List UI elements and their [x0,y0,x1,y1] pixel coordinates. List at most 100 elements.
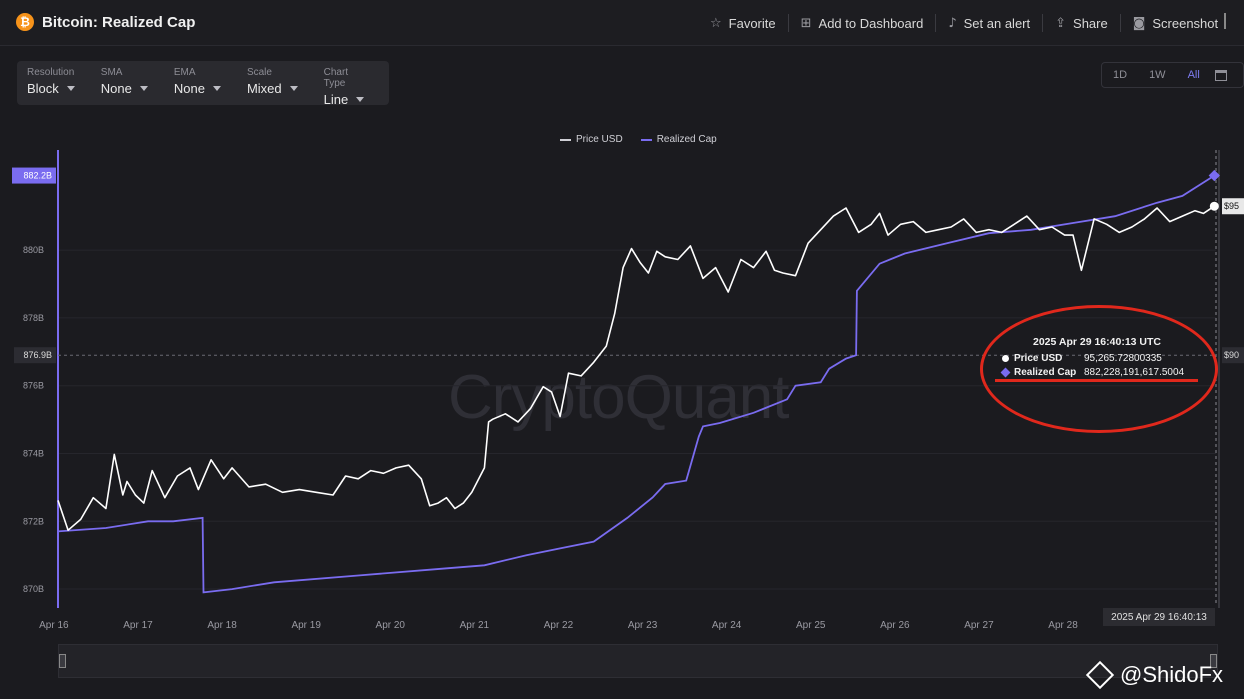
y-tick-label: 874B [23,448,44,458]
crosshair-y-label: 876.9B [23,350,52,360]
y-tick-label: 878B [23,313,44,323]
ema-select[interactable]: EMA None [174,67,221,99]
tooltip-row-realized-cap: Realized Cap 882,228,191,617.5004 [1000,367,1200,378]
share-label: Share [1073,15,1108,31]
credit-watermark: @ShidoFx [1085,660,1224,690]
chevron-down-icon [66,86,75,91]
x-tick-label: Apr 22 [544,620,574,631]
crosshair-right-label-bg [1222,347,1244,364]
ema-value: None [173,81,205,96]
range-selector: 1D 1W All [1101,62,1244,88]
x-tick-label: Apr 17 [123,620,153,631]
tooltip: 2025 Apr 29 16:40:13 UTC Price USD 95,26… [994,336,1200,378]
x-tick-label: Apr 16 [39,620,69,631]
x-tick-label: Apr 25 [796,620,826,631]
tooltip-realized-cap-name: Realized Cap [1014,367,1077,378]
legend-swatch-price [560,138,571,141]
crosshair-y-label-bg [14,347,56,364]
fullscreen-icon[interactable] [1224,13,1238,29]
current-price-label-bg [1222,198,1244,215]
chart-legend: Price USD Realized Cap [560,134,735,145]
screenshot-button[interactable]: ◙ Screenshot [1121,14,1230,32]
y-tick-label: 876B [23,381,44,391]
legend-price[interactable]: Price USD [560,134,623,145]
legend-swatch-realized-cap [640,138,652,141]
resolution-value: Block [27,81,59,96]
chart-type-select[interactable]: Chart Type Line [324,67,365,107]
annotation-ellipse [980,305,1218,433]
set-alert-label: Set an alert [963,15,1031,31]
chart-controls: Resolution Block SMA None EMA None Scale… [17,61,389,107]
bell-icon: ♪ [948,15,957,31]
price-line [57,205,1215,531]
y-tick-label: 870B [23,584,44,594]
range-1d[interactable]: 1D [1113,69,1128,81]
x-tick-label: Apr 28 [1048,620,1078,631]
scale-select[interactable]: Scale Mixed [247,67,298,99]
chevron-down-icon [139,86,148,91]
scale-label: Scale [246,67,272,78]
chevron-down-icon [212,86,221,91]
watermark: CryptoQuant [448,363,790,432]
legend-price-label: Price USD [576,134,623,145]
current-realized-cap-label: 882.2B [23,171,52,181]
diamond-logo-icon [1085,660,1115,690]
range-1w[interactable]: 1W [1149,69,1166,81]
scale-value: Mixed [246,81,282,96]
x-tick-label: Apr 23 [628,620,658,631]
screenshot-label: Screenshot [1152,15,1219,31]
current-realized-cap-label-bg [12,167,56,184]
sma-select[interactable]: SMA None [101,67,148,99]
x-tick-label: Apr 18 [207,620,237,631]
set-alert-button[interactable]: ♪ Set an alert [936,14,1044,32]
top-bar: ₿ Bitcoin: Realized Cap ☆ Favorite ⊞ Add… [0,0,1244,46]
favorite-label: Favorite [728,15,776,31]
resolution-select[interactable]: Resolution Block [27,67,75,99]
current-price-label: $95 [1224,201,1239,211]
camera-icon: ◙ [1132,15,1146,31]
brand: ₿ Bitcoin: Realized Cap [16,13,195,31]
header-actions: ☆ Favorite ⊞ Add to Dashboard ♪ Set an a… [698,14,1230,32]
sma-value: None [100,81,132,96]
chart-canvas[interactable]: 870B 872B 874B 876B 878B 880B Apr 16 Apr 17 Apr … [0,150,1244,640]
share-button[interactable]: ⇪ Share [1043,14,1121,32]
page-title: Bitcoin: Realized Cap [42,13,196,31]
tooltip-row-price: Price USD 95,265.72800335 [1002,353,1200,364]
x-tick-label: Apr 24 [712,620,742,631]
x-tick-label: Apr 19 [291,620,321,631]
realized-cap-end-marker [1208,169,1220,182]
range-all[interactable]: All [1187,69,1200,81]
y-tick-label: 872B [23,516,44,526]
share-icon: ⇪ [1055,15,1067,31]
chevron-down-icon [356,97,365,102]
x-tick-label: Apr 21 [460,620,490,631]
legend-realized-cap-label: Realized Cap [656,134,717,145]
ema-label: EMA [173,67,196,78]
realized-cap-marker-icon [1000,367,1011,378]
star-icon: ☆ [710,15,722,31]
bitcoin-icon: ₿ [16,13,34,31]
range-navigator[interactable] [58,644,1218,678]
tooltip-price-name: Price USD [1014,353,1063,364]
y-tick-label: 880B [23,245,44,255]
navigator-left-handle[interactable] [59,654,66,668]
x-tick-label: Apr 27 [964,620,994,631]
tooltip-date: 2025 Apr 29 16:40:13 UTC [1032,336,1161,348]
add-to-dashboard-button[interactable]: ⊞ Add to Dashboard [789,14,937,32]
price-end-marker [1209,201,1219,211]
x-tick-label: Apr 26 [880,620,910,631]
navigator-right-handle[interactable] [1210,654,1217,668]
sma-label: SMA [100,67,123,78]
annotation-underline [995,379,1198,382]
chart-type-value: Line [323,92,349,107]
crosshair-right-label: $90 [1224,350,1239,360]
realized-cap-line [57,174,1215,594]
tooltip-realized-cap-value: 882,228,191,617.5004 [1084,367,1185,378]
tooltip-price-value: 95,265.72800335 [1084,353,1162,364]
favorite-button[interactable]: ☆ Favorite [698,14,789,32]
resolution-label: Resolution [27,67,75,78]
legend-realized-cap[interactable]: Realized Cap [640,134,717,145]
credit-handle: @ShidoFx [1120,662,1224,687]
price-marker-icon [1002,355,1009,362]
calendar-icon[interactable] [1214,69,1227,81]
